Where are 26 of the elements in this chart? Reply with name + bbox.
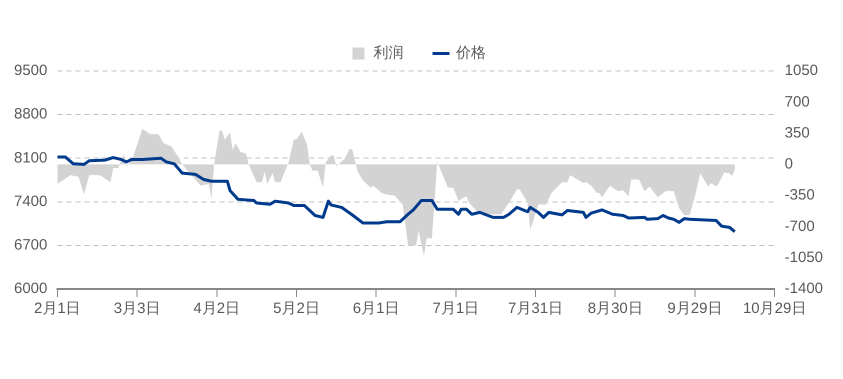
y2-tick-label: 350: [784, 124, 810, 142]
y2-tick-label: -350: [784, 186, 815, 204]
y-tick-label: 8100: [14, 149, 48, 166]
x-tick-label: 3月3日: [114, 300, 160, 318]
y2-tick-label: 0: [784, 156, 793, 173]
x-tick-label: 5月2日: [273, 300, 320, 318]
y2-tick-label: -1050: [784, 249, 824, 266]
x-tick-label: 2月1日: [34, 300, 81, 318]
x-tick-label: 4月2日: [193, 300, 240, 318]
x-tick-label: 9月29日: [667, 300, 722, 318]
x-tick-label: 7月31日: [508, 300, 564, 318]
y2-tick-label: -700: [784, 218, 815, 235]
x-tick-label: 6月1日: [352, 300, 400, 318]
y2-tick-label: 700: [784, 93, 810, 110]
y-tick-label: 9500: [14, 62, 48, 80]
y-tick-label: 6700: [14, 236, 48, 254]
x-tick-label: 10月29日: [742, 300, 806, 318]
y-tick-label: 7400: [14, 192, 48, 210]
y2-tick-label: -1400: [784, 280, 824, 298]
y-tick-label: 8800: [14, 106, 48, 123]
legend-label: 利润: [374, 44, 404, 62]
y-tick-label: 6000: [14, 280, 48, 298]
x-tick-label: 8月30日: [588, 300, 643, 318]
x-tick-label: 7月1日: [432, 300, 480, 318]
y2-tick-label: 1050: [784, 62, 818, 80]
legend-label: 价格: [455, 44, 486, 62]
